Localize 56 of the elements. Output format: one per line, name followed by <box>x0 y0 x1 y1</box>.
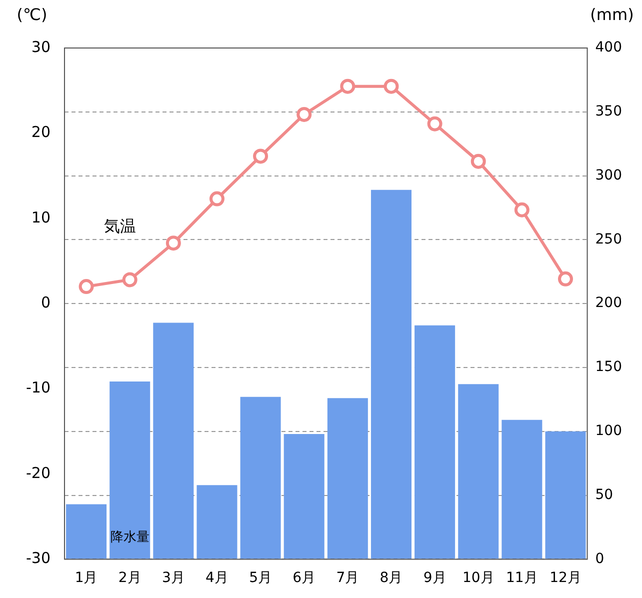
x-tick-label: 4月 <box>206 570 228 586</box>
y-tick-label: 20 <box>31 123 50 142</box>
point <box>340 78 356 94</box>
y-tick-label: 30 <box>31 38 50 56</box>
bar <box>196 485 238 559</box>
x-tick-label: 3月 <box>162 570 185 586</box>
y2-tick-label: 200 <box>595 295 622 312</box>
point <box>253 148 268 164</box>
y2-tick-label: 0 <box>595 550 604 567</box>
x-tick-label: 5月 <box>249 570 272 586</box>
point <box>470 154 486 169</box>
bar <box>327 398 368 559</box>
y2-tick-label: 250 <box>595 231 622 248</box>
point <box>514 202 530 218</box>
bar <box>240 396 281 559</box>
bar <box>414 325 456 559</box>
x-tick-label: 12月 <box>550 570 582 586</box>
point <box>78 279 94 294</box>
y-tick-label: 0 <box>40 293 50 312</box>
point <box>296 106 312 122</box>
x-tick-label: 9月 <box>423 570 446 586</box>
point <box>558 271 573 286</box>
x-tick-label: 10月 <box>462 570 494 586</box>
series-label: 気温 <box>104 216 136 236</box>
y2-tick-label: 400 <box>595 40 622 56</box>
bar <box>153 322 194 559</box>
x-tick-label: 2月 <box>118 570 142 586</box>
bar <box>458 384 499 559</box>
bar <box>110 382 150 559</box>
y-tick-label: -30 <box>26 549 50 568</box>
x-tick-label: 8月 <box>380 570 403 586</box>
y2-axis-title: (mm) <box>590 5 634 24</box>
y2-tick-label: 50 <box>595 486 614 503</box>
y-tick-label: -20 <box>26 464 50 482</box>
bar <box>502 420 542 559</box>
bar <box>545 431 586 559</box>
y-tick-label: -10 <box>26 378 50 397</box>
bar <box>370 190 412 559</box>
point <box>209 191 224 206</box>
y2-tick-label: 300 <box>595 167 622 184</box>
x-tick-label: 1月 <box>74 570 98 586</box>
y2-tick-label: 100 <box>595 423 622 440</box>
series-label: 降水量 <box>110 530 150 546</box>
x-tick-label: 11月 <box>506 570 538 586</box>
bar <box>284 434 324 559</box>
x-tick-label: 7月 <box>336 570 360 586</box>
x-tick-label: 6月 <box>292 570 316 586</box>
y2-tick-label: 350 <box>595 104 622 120</box>
y-tick-label: 10 <box>31 208 50 226</box>
y-axis-title: (℃) <box>16 5 48 24</box>
y2-tick-label: 150 <box>595 359 622 376</box>
point <box>122 272 138 288</box>
bar <box>66 504 107 559</box>
point <box>384 78 399 94</box>
point <box>166 236 181 251</box>
point <box>427 116 442 132</box>
